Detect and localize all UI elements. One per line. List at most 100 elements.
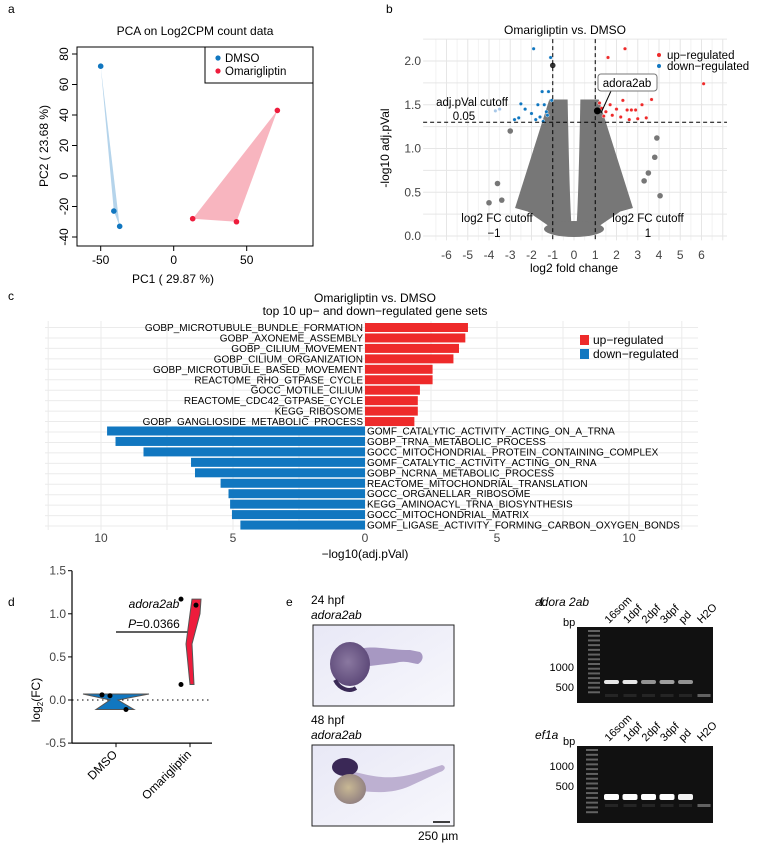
gel2-image xyxy=(577,746,713,823)
pca-frame xyxy=(76,46,314,247)
gsea-xtick-label: 0 xyxy=(362,531,369,545)
gsea-bar-down xyxy=(230,499,365,509)
gsea-label-up: REACTOME_RHO_GTPASE_CYCLE xyxy=(194,375,363,386)
gsea-bar-up xyxy=(365,375,433,385)
gsea-bar-up xyxy=(365,406,418,416)
adora2ab-label: adora2ab xyxy=(603,78,652,90)
volcano-point-down xyxy=(529,111,534,116)
gel1-marker-1000: 1000 xyxy=(550,662,574,674)
gsea-xtick-label: 10 xyxy=(622,531,636,545)
panel-label-f: f xyxy=(540,595,544,609)
volcano-point-up xyxy=(620,98,625,103)
panel-label-a: a xyxy=(8,2,15,16)
lane-label: 2dpf xyxy=(640,720,664,744)
pca-xtick-label: 0 xyxy=(170,253,177,267)
volcano-plot: Omarigliptin vs. DMSO -6 -5 -4 -3 -2 -1 0 1 2 3 4 5… xyxy=(378,23,749,275)
pca-ytick-label: 60 xyxy=(57,78,71,92)
gel-band xyxy=(678,680,693,684)
violin-ytick-label: 1.0 xyxy=(49,607,66,621)
pca-ytick-label: 0 xyxy=(57,172,71,179)
volcano-xtick-label: -1 xyxy=(547,248,558,262)
ladder-band xyxy=(586,811,598,814)
pca-point xyxy=(189,215,196,222)
volcano-ytick-label: 1.5 xyxy=(404,98,421,112)
ladder-band xyxy=(588,663,600,665)
pca-xtick-label: 50 xyxy=(240,253,254,267)
volcano-legend-up: up−regulated xyxy=(667,50,734,62)
fc-neg-cutoff-label: log2 FC cutoff xyxy=(461,213,533,225)
volcano-point-up xyxy=(614,107,619,112)
lane-label: H2O xyxy=(695,601,720,626)
gel2-marker-1000: 1000 xyxy=(550,761,574,773)
violin-ytick-label: 1.5 xyxy=(49,564,66,578)
volcano-point-nonsignificant xyxy=(654,135,660,141)
violin-point-omarigliptin xyxy=(178,596,184,602)
gsea-bar-down xyxy=(107,426,366,436)
volcano-point-up xyxy=(603,109,608,114)
volcano-point-up xyxy=(629,107,634,112)
gsea-bar-up xyxy=(365,364,433,374)
gel1-title: adora 2ab xyxy=(535,595,589,609)
volcano-point-nonsignificant xyxy=(498,197,505,203)
ladder-band xyxy=(586,792,598,795)
volcano-point-nonsignificant xyxy=(486,199,492,206)
volcano-xtick-label: 5 xyxy=(677,248,684,262)
gsea-legend-down: down−regulated xyxy=(593,347,679,361)
gsea-label-down: GOCC_ORGANELLAR_RIBOSOME xyxy=(367,489,531,500)
lane-label: 3dpf xyxy=(658,602,682,626)
volcano-nonsignificant-cloud xyxy=(575,99,633,236)
volcano-point-nonsignificant xyxy=(507,128,514,134)
fc-neg-cutoff-value: −1 xyxy=(487,228,500,240)
violin-omarigliptin xyxy=(185,598,202,685)
primer-dimer-band xyxy=(642,804,655,807)
volcano-point-down xyxy=(516,115,521,120)
violin-point-omarigliptin xyxy=(193,602,199,608)
gel-band xyxy=(659,680,675,684)
volcano-point-down xyxy=(535,102,540,107)
volcano-xtick-label: -2 xyxy=(526,248,537,262)
volcano-point-up xyxy=(623,46,628,51)
ladder-band xyxy=(588,639,600,642)
volcano-xtick-label: -5 xyxy=(462,248,473,262)
primer-dimer-band xyxy=(623,694,637,697)
volcano-point-up xyxy=(610,113,615,118)
volcano-point-up xyxy=(625,107,630,112)
primer-dimer-band xyxy=(679,694,692,697)
gel-band xyxy=(641,680,656,684)
volcano-point-nonsignificant xyxy=(549,62,556,69)
ladder-band xyxy=(588,672,600,675)
ish-bottom-gene: adora2ab xyxy=(311,728,362,742)
scale-bar-label: 250 µm xyxy=(418,829,458,843)
volcano-point-up xyxy=(640,102,645,107)
pca-ytick-label: -20 xyxy=(57,198,71,216)
volcano-point-up xyxy=(618,114,623,119)
violin-ytick-label: -0.5 xyxy=(45,736,66,750)
pca-point xyxy=(116,223,123,230)
gsea-xlabel: −log10(adj.pVal) xyxy=(322,547,409,561)
volcano-point-down xyxy=(523,107,528,112)
ladder-band xyxy=(586,758,598,761)
gsea-bar-down xyxy=(143,447,365,457)
ylabel-log: log xyxy=(29,706,43,722)
volcano-point-down xyxy=(549,98,554,103)
ladder-band xyxy=(588,691,600,694)
ladder-band xyxy=(588,686,600,689)
gsea-label-down: REACTOME_MITOCHONDRIAL_TRANSLATION xyxy=(367,479,588,490)
volcano-ytick-label: 0.5 xyxy=(404,185,421,199)
gsea-legend-down-swatch xyxy=(580,349,589,359)
volcano-xtick-label: 6 xyxy=(698,248,705,262)
gsea-bar-up xyxy=(365,343,459,353)
pca-point xyxy=(111,208,117,214)
gsea-bar-up xyxy=(365,323,468,332)
volcano-point-down xyxy=(512,117,517,122)
pca-ytick-label: 20 xyxy=(57,139,71,153)
volcano-title: Omarigliptin vs. DMSO xyxy=(504,23,626,37)
volcano-point-down xyxy=(542,102,547,107)
pca-point xyxy=(233,218,240,225)
violin-pvalue: P=0.0366 xyxy=(128,617,180,631)
primer-dimer-band xyxy=(605,804,618,807)
volcano-point-down xyxy=(548,55,553,60)
gsea-label-up: GOBP_CILIUM_ORGANIZATION xyxy=(214,354,363,365)
